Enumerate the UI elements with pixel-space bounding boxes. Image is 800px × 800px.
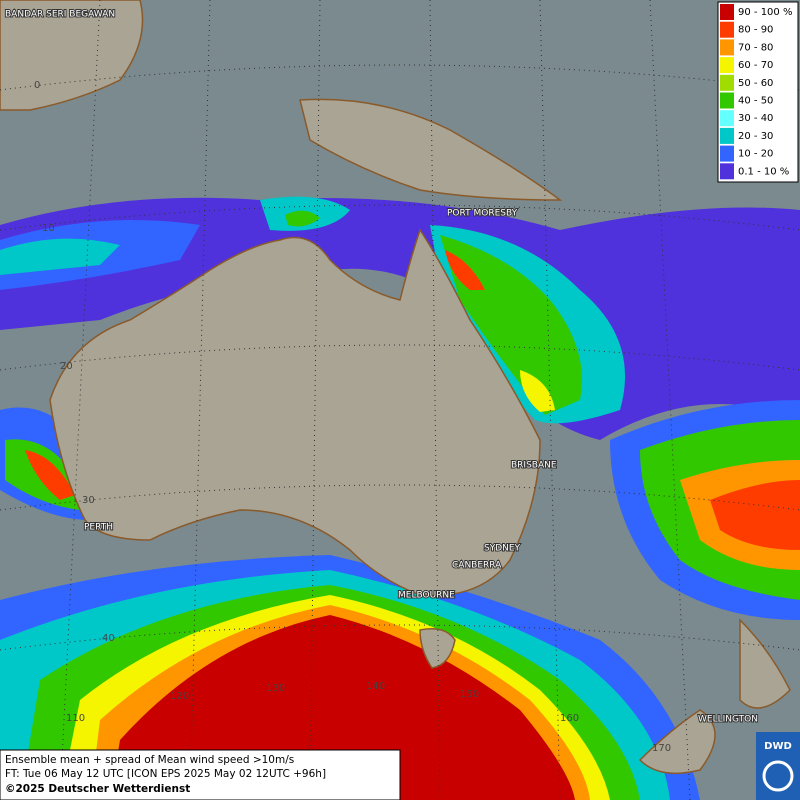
- grid-label: 170: [652, 743, 671, 754]
- grid-label: 20: [60, 361, 73, 372]
- legend-label: 60 - 70: [738, 60, 773, 71]
- footer-line: Ensemble mean + spread of Mean wind spee…: [5, 754, 294, 766]
- city-label: PERTH: [84, 523, 113, 533]
- grid-label: 30: [82, 495, 95, 506]
- logo-icon: [762, 760, 794, 792]
- logo-text: DWD: [764, 741, 792, 752]
- grid-label: 130: [266, 683, 285, 694]
- footer-box: [0, 749, 401, 800]
- legend-label: 0.1 - 10 %: [738, 166, 789, 177]
- grid-label: 120: [170, 691, 189, 702]
- legend-swatch: [720, 21, 734, 38]
- legend-swatch: [720, 163, 734, 180]
- legend-swatch: [720, 39, 734, 56]
- grid-label: 160: [560, 713, 579, 724]
- australia: [49, 228, 541, 597]
- legend-swatch: [720, 145, 734, 162]
- footer: Ensemble mean + spread of Mean wind spee…: [0, 749, 401, 800]
- wind-field: [0, 196, 800, 800]
- land: [0, 0, 791, 775]
- footer-line: FT: Tue 06 May 12 UTC [ICON EPS 2025 May…: [5, 768, 326, 780]
- borneo: [0, 0, 144, 111]
- legend-label: 90 - 100 %: [738, 7, 792, 18]
- city-label: WELLINGTON: [698, 715, 758, 725]
- grid-label: 110: [66, 713, 85, 724]
- legend-swatch: [720, 4, 734, 20]
- city-label: SYDNEY: [484, 544, 521, 554]
- grid-label: 10: [42, 223, 55, 234]
- legend-swatch: [720, 74, 734, 91]
- legend-swatch: [720, 127, 734, 144]
- legend-label: 20 - 30: [738, 131, 773, 142]
- grid-label: 40: [102, 633, 115, 644]
- footer-line: ©2025 Deutscher Wetterdienst: [5, 783, 190, 795]
- legend-label: 50 - 60: [738, 78, 773, 89]
- legend-swatch: [720, 110, 734, 127]
- legend: 90 - 100 % 80 - 90 70 - 80 60 - 70 50 - 60 40…: [717, 1, 799, 183]
- grid-label: 140: [366, 681, 385, 692]
- legend-label: 80 - 90: [738, 25, 773, 36]
- logo: DWD: [756, 732, 800, 800]
- city-label: BRISBANE: [511, 461, 557, 471]
- grid-label: 0: [34, 80, 40, 91]
- grid-label: 150: [460, 689, 479, 700]
- city-label: MELBOURNE: [398, 591, 455, 601]
- new-zealand: [638, 618, 791, 775]
- city-label: PORT MORESBY: [447, 209, 518, 219]
- legend-label: 40 - 50: [738, 96, 773, 107]
- legend-swatch: [720, 92, 734, 109]
- city-label: CANBERRA: [452, 561, 502, 571]
- legend-swatch: [720, 57, 734, 74]
- legend-label: 10 - 20: [738, 149, 773, 160]
- cities: BANDAR SERI BEGAWAN PORT MORESBY BRISBAN…: [4, 9, 759, 726]
- new-guinea: [299, 98, 563, 201]
- city-label: BANDAR SERI BEGAWAN: [5, 10, 115, 20]
- grid-labels: 0 10 20 30 40 110 120 130 140 150 160 17…: [34, 80, 671, 754]
- legend-label: 70 - 80: [738, 42, 773, 53]
- legend-label: 30 - 40: [738, 113, 773, 124]
- tasmania: [419, 628, 456, 669]
